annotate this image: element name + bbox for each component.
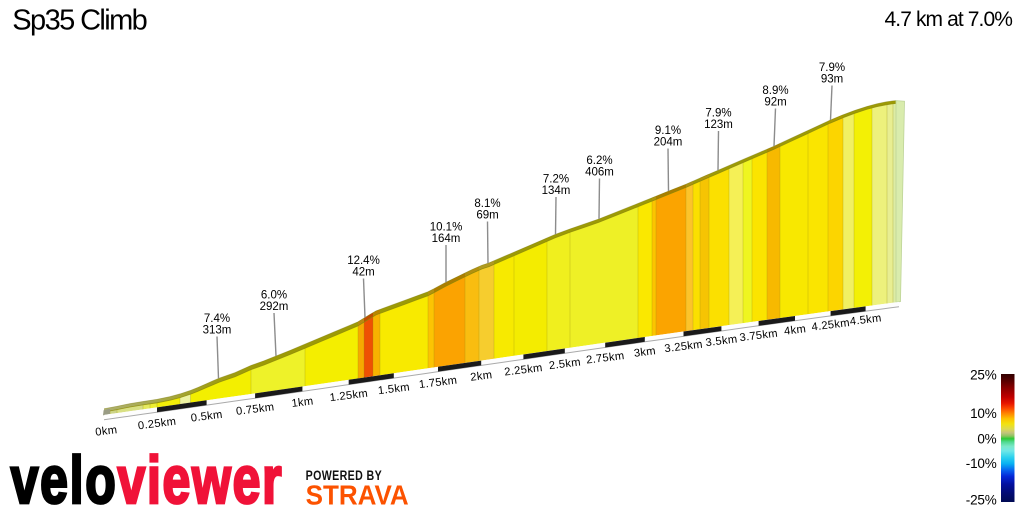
svg-text:0.5km: 0.5km [190,409,223,425]
svg-text:4.5km: 4.5km [849,312,882,328]
svg-text:9.1%: 9.1% [655,125,681,137]
svg-text:0km: 0km [95,424,118,439]
svg-text:93m: 93m [821,73,843,85]
svg-text:2.5km: 2.5km [548,356,581,372]
svg-text:1.75km: 1.75km [418,374,458,391]
svg-text:92m: 92m [764,96,786,108]
svg-text:0.25km: 0.25km [137,416,177,433]
svg-text:2.25km: 2.25km [504,362,544,379]
svg-text:406m: 406m [585,166,614,178]
svg-text:veloviewer: veloviewer [11,442,284,512]
svg-text:Sp35 Climb: Sp35 Climb [12,5,146,37]
svg-text:STRAVA: STRAVA [306,480,409,511]
svg-text:10.1%: 10.1% [430,222,463,234]
svg-text:3.25km: 3.25km [664,339,704,356]
svg-text:3.75km: 3.75km [739,328,779,345]
svg-text:-10%: -10% [966,456,997,471]
svg-text:164m: 164m [432,233,461,245]
svg-text:3km: 3km [633,345,656,360]
svg-text:7.9%: 7.9% [705,108,731,120]
svg-text:204m: 204m [654,136,683,148]
svg-text:2km: 2km [470,369,493,384]
svg-text:4.25km: 4.25km [811,317,851,334]
svg-text:7.4%: 7.4% [204,313,230,325]
svg-text:25%: 25% [970,367,997,382]
svg-text:2.75km: 2.75km [585,350,625,367]
svg-text:6.2%: 6.2% [586,155,612,167]
svg-text:POWERED BY: POWERED BY [306,468,383,484]
svg-text:7.9%: 7.9% [819,62,845,74]
svg-text:-25%: -25% [966,492,997,507]
svg-text:1.5km: 1.5km [377,381,410,397]
svg-text:8.1%: 8.1% [474,198,500,210]
svg-text:1km: 1km [291,395,314,410]
svg-text:10%: 10% [970,406,997,421]
svg-text:134m: 134m [542,185,571,197]
svg-text:292m: 292m [260,301,289,313]
svg-text:313m: 313m [203,324,232,336]
svg-text:0.75km: 0.75km [235,401,275,418]
svg-text:1.25km: 1.25km [329,388,369,405]
svg-text:4km: 4km [783,323,806,338]
svg-text:6.0%: 6.0% [261,290,287,302]
svg-text:8.9%: 8.9% [762,85,788,97]
svg-text:7.2%: 7.2% [543,174,569,186]
svg-text:69m: 69m [476,209,498,221]
svg-text:42m: 42m [352,266,374,278]
svg-text:0%: 0% [977,431,996,446]
svg-text:3.5km: 3.5km [705,333,738,349]
svg-text:4.7 km at 7.0%: 4.7 km at 7.0% [885,8,1013,31]
svg-text:123m: 123m [704,119,733,131]
svg-text:12.4%: 12.4% [347,255,380,267]
